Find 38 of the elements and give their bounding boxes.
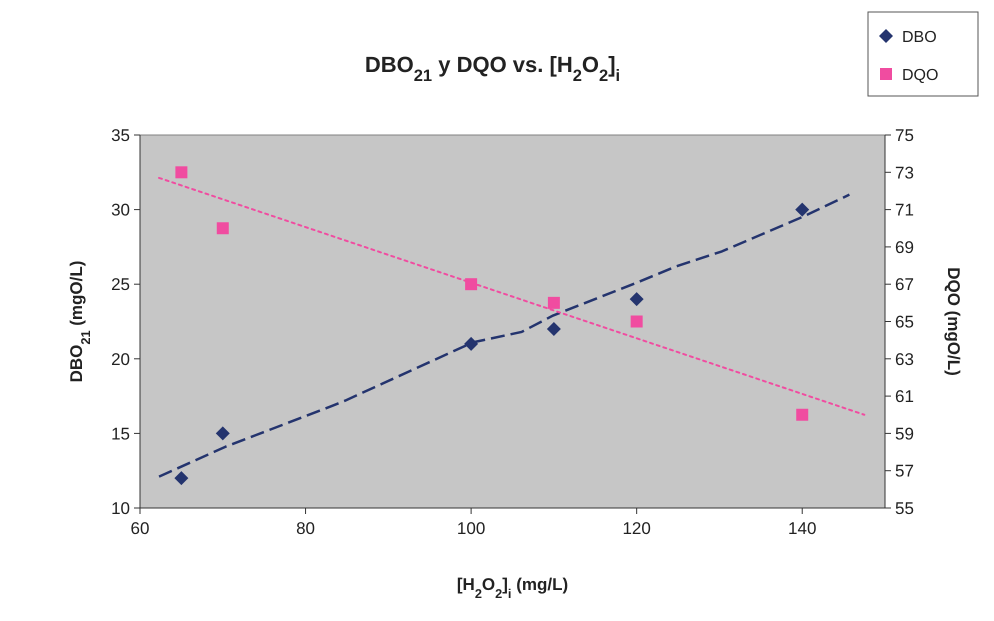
y2-tick-label: 75	[895, 126, 914, 145]
y-tick-label: 35	[111, 126, 130, 145]
x-tick-label: 80	[296, 519, 316, 538]
x-tick-label: 120	[622, 519, 651, 538]
y2-axis-title: DQO (mgO/L)	[944, 267, 963, 376]
y2-tick-label: 59	[895, 424, 914, 444]
y2-tick-label: 55	[895, 499, 914, 518]
point	[795, 202, 810, 217]
x-axis-title: [H$_{2}$O$_{2}$]$_{i}$ (mg/L)	[456, 575, 568, 600]
y2-tick-label: 73	[895, 163, 914, 182]
point	[546, 322, 561, 336]
y-tick-label: 15	[111, 424, 130, 444]
y2-tick-label: 63	[895, 350, 914, 369]
line-series	[158, 193, 851, 478]
y-tick-label: 30	[111, 200, 130, 220]
point	[216, 426, 230, 440]
point	[548, 296, 560, 309]
y2-tick-label: 71	[895, 200, 914, 220]
x-tick-label: 100	[456, 519, 486, 538]
x-tick-label: 140	[788, 519, 816, 538]
legend-label: DBO	[902, 29, 937, 46]
y-tick-label: 25	[111, 275, 130, 294]
point	[630, 292, 644, 306]
y-tick-label: 20	[111, 350, 130, 369]
y2-tick-label: 57	[895, 462, 914, 481]
y2-tick-label: 61	[895, 387, 914, 406]
point	[174, 471, 188, 486]
point	[630, 316, 643, 328]
legend-label: DQO	[902, 67, 938, 84]
point	[175, 166, 188, 178]
chart-title: DBO$_{21}$ y DQO vs. [H$_{2}$O$_{2}$]$_{i}$	[364, 52, 620, 85]
y2-tick-label: 65	[895, 312, 914, 332]
y-tick-label: 10	[111, 499, 130, 518]
point	[796, 408, 808, 421]
y2-tick-label: 69	[895, 238, 914, 257]
x-tick-label: 60	[130, 519, 150, 538]
y2-tick-label: 67	[895, 275, 914, 294]
point	[216, 222, 229, 234]
